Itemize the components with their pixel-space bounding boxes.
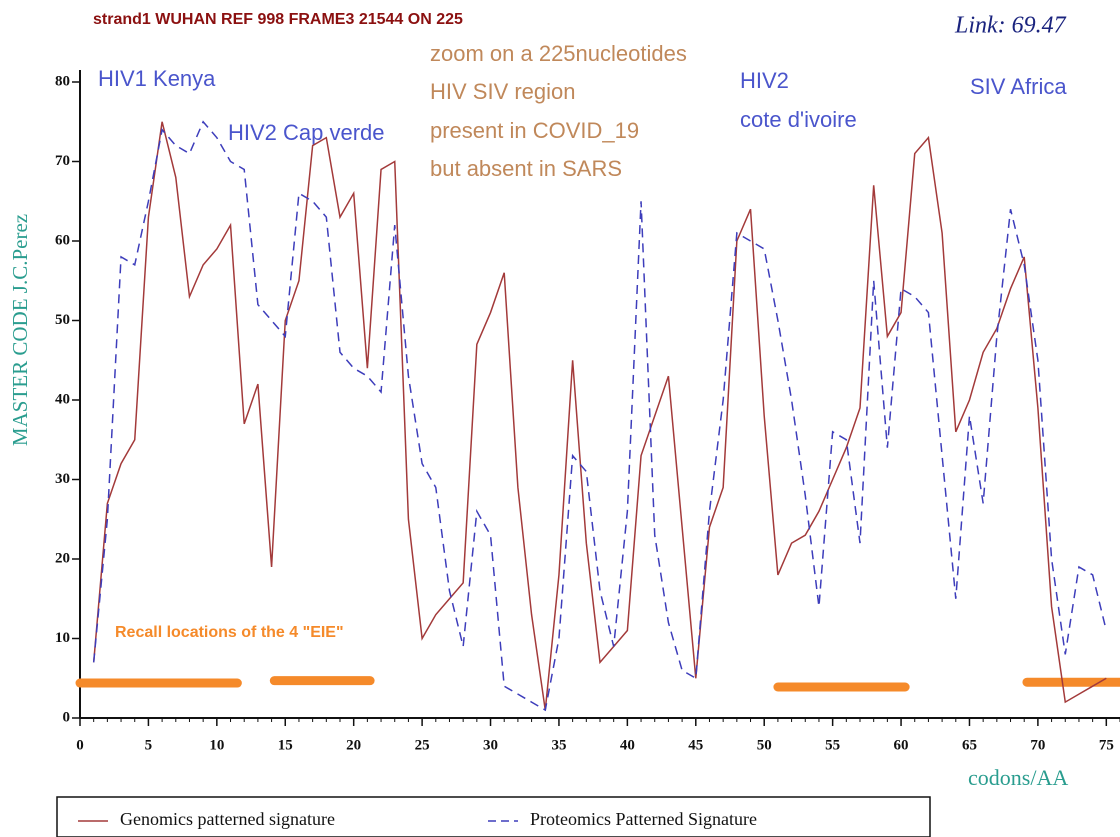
x-tick-label: 20	[346, 737, 361, 753]
annotation: Recall locations of the 4 "EIE"	[115, 624, 344, 641]
y-tick-label: 30	[55, 471, 70, 487]
y-tick-label: 0	[63, 709, 71, 725]
y-tick-label: 10	[55, 630, 70, 646]
y-tick-label: 70	[55, 153, 70, 169]
x-tick-label: 60	[894, 737, 909, 753]
x-axis-label: codons/AA	[968, 765, 1068, 790]
annotation: HIV1 Kenya	[98, 66, 216, 91]
x-tick-label: 30	[483, 737, 498, 753]
y-tick-label: 20	[55, 550, 70, 566]
x-tick-label: 15	[278, 737, 293, 753]
annotation: SIV Africa	[970, 74, 1067, 99]
x-tick-label: 65	[962, 737, 977, 753]
y-tick-label: 40	[55, 391, 70, 407]
chart-title: strand1 WUHAN REF 998 FRAME3 21544 ON 22…	[93, 11, 463, 28]
annotation: present in COVID_19	[430, 118, 639, 143]
x-tick-label: 75	[1099, 737, 1114, 753]
legend-label: Genomics patterned signature	[120, 809, 335, 829]
legend-box	[56, 796, 931, 837]
annotation: HIV SIV region	[430, 79, 576, 104]
x-tick-label: 5	[145, 737, 153, 753]
annotation: cote d'ivoire	[740, 107, 857, 132]
annotation: but absent in SARS	[430, 156, 622, 181]
y-tick-label: 50	[55, 312, 70, 328]
x-tick-label: 50	[757, 737, 772, 753]
series-line	[92, 121, 1107, 711]
annotation: HIV2	[740, 68, 789, 93]
x-tick-label: 45	[688, 737, 703, 753]
legend-label: Proteomics Patterned Signature	[530, 809, 757, 829]
x-tick-label: 10	[209, 737, 224, 753]
x-tick-label: 55	[825, 737, 840, 753]
y-axis-label: MASTER CODE J.C.Perez	[8, 214, 32, 446]
y-tick-label: 60	[55, 232, 70, 248]
x-tick-label: 40	[620, 737, 635, 753]
annotation: HIV2 Cap verde	[228, 120, 385, 145]
y-tick-label: 80	[55, 73, 70, 89]
x-tick-label: 35	[551, 737, 566, 753]
x-tick-label: 70	[1030, 737, 1045, 753]
x-tick-label: 25	[415, 737, 430, 753]
link-label: Link: 69.47	[954, 13, 1067, 39]
x-tick-label: 0	[76, 737, 84, 753]
annotation: zoom on a 225nucleotides	[430, 41, 687, 66]
